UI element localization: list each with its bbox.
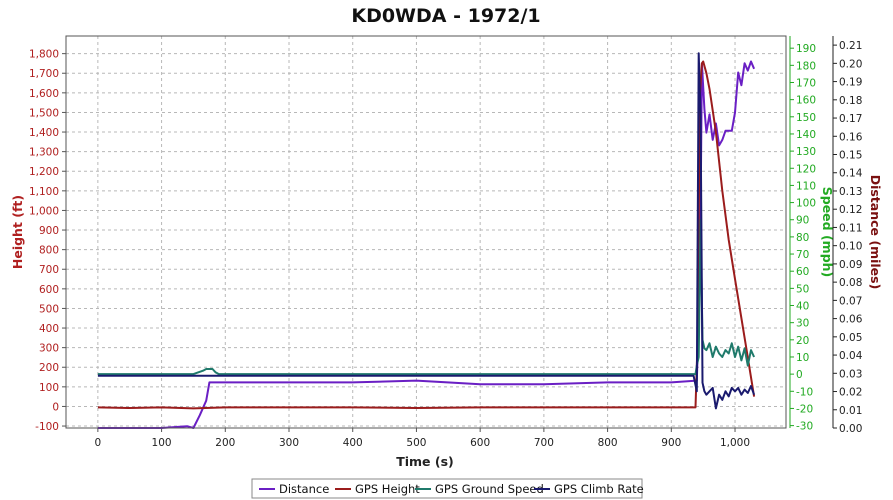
- height-tick-label: 500: [39, 303, 59, 315]
- speed-tick-label: 10: [796, 352, 809, 364]
- x-tick-label: 200: [215, 437, 235, 449]
- legend-label-gps-climb-rate: GPS Climb Rate: [554, 482, 644, 496]
- distance-axis-label: Distance (miles): [868, 175, 883, 290]
- height-tick-label: 1,400: [29, 127, 59, 139]
- speed-tick-label: 130: [796, 146, 816, 158]
- x-tick-label: 800: [598, 437, 618, 449]
- height-tick-label: 1,800: [29, 49, 59, 61]
- speed-tick-label: 120: [796, 163, 816, 175]
- height-tick-label: 700: [39, 264, 59, 276]
- height-tick-label: 1,300: [29, 147, 59, 159]
- x-tick-label: 300: [279, 437, 299, 449]
- height-tick-label: 0: [52, 401, 59, 413]
- speed-tick-label: 180: [796, 60, 816, 72]
- distance-tick-label: 0.18: [839, 95, 862, 107]
- x-axis: 0 100 200 300 400 500 600 700 800 900 1,000: [95, 428, 750, 449]
- distance-tick-label: 0.06: [839, 314, 863, 326]
- speed-tick-label: 160: [796, 95, 816, 107]
- legend-box: [251, 478, 643, 499]
- x-tick-label: 900: [661, 437, 681, 449]
- x-tick-label: 600: [470, 437, 490, 449]
- speed-tick-label: 0: [796, 369, 803, 381]
- height-tick-label: 200: [39, 362, 59, 374]
- distance-tick-label: 0.21: [839, 40, 862, 52]
- speed-tick-label: 150: [796, 112, 816, 124]
- x-tick-label: 0: [95, 437, 102, 449]
- speed-tick-label: 60: [796, 266, 809, 278]
- height-tick-label: 300: [39, 343, 59, 355]
- grid: [66, 36, 786, 428]
- distance-tick-label: 0.10: [839, 241, 862, 253]
- height-tick-label: 100: [39, 382, 59, 394]
- speed-tick-label: 190: [796, 43, 816, 55]
- speed-tick-label: 140: [796, 129, 816, 141]
- distance-tick-label: 0.12: [839, 204, 862, 216]
- speed-axis: -30 -20 -10 0 10 20 30 40 50 60 70 80 90 100 110 120 130…: [790, 43, 816, 433]
- speed-tick-label: 170: [796, 77, 816, 89]
- legend-label-gps-ground-speed: GPS Ground Speed: [435, 482, 544, 496]
- distance-tick-label: 0.17: [839, 113, 862, 125]
- height-tick-label: 900: [39, 225, 59, 237]
- distance-tick-label: 0.05: [839, 332, 862, 344]
- height-axis-label: Height (ft): [10, 195, 25, 269]
- height-tick-label: 1,000: [29, 205, 59, 217]
- series-layer: [97, 52, 756, 429]
- distance-tick-label: 0.07: [839, 295, 862, 307]
- x-tick-label: 700: [534, 437, 554, 449]
- x-tick-label: 100: [152, 437, 172, 449]
- distance-tick-label: 0.20: [839, 58, 862, 70]
- distance-tick-label: 0.01: [839, 405, 862, 417]
- height-tick-label: 1,200: [29, 166, 59, 178]
- height-tick-label: 600: [39, 284, 59, 296]
- distance-tick-label: 0.16: [839, 131, 863, 143]
- height-tick-label: -100: [35, 421, 59, 433]
- chart-title: KD0WDA - 1972/1: [351, 5, 540, 27]
- speed-tick-label: 50: [796, 283, 809, 295]
- distance-tick-label: 0.02: [839, 387, 862, 399]
- speed-tick-label: 90: [796, 215, 809, 227]
- height-tick-label: 1,600: [29, 88, 59, 100]
- height-axis: -100 0 100 200 300 400 500 600 700 800 900 1,000 1,1…: [29, 49, 66, 433]
- x-tick-label: 400: [343, 437, 363, 449]
- legend: Distance GPS Height GPS Ground Speed GPS Cl…: [251, 478, 644, 499]
- height-tick-label: 400: [39, 323, 59, 335]
- plot-area: [66, 36, 786, 428]
- distance-tick-label: 0.08: [839, 277, 862, 289]
- distance-tick-label: 0.09: [839, 259, 862, 271]
- distance-tick-label: 0.19: [839, 77, 862, 89]
- speed-tick-label: 40: [796, 301, 809, 313]
- speed-tick-label: 70: [796, 249, 809, 261]
- distance-tick-label: 0.15: [839, 150, 862, 162]
- distance-tick-label: 0.04: [839, 350, 863, 362]
- x-tick-label: 1,000: [720, 437, 750, 449]
- height-tick-label: 1,500: [29, 107, 59, 119]
- x-axis-label: Time (s): [396, 454, 454, 469]
- series-line-gps-height: [97, 60, 756, 410]
- speed-axis-label: Speed (mph): [820, 187, 835, 278]
- height-tick-label: 1,100: [29, 186, 59, 198]
- speed-tick-label: 30: [796, 318, 809, 330]
- speed-tick-label: -10: [796, 386, 813, 398]
- speed-tick-label: -30: [796, 421, 813, 433]
- distance-tick-label: 0.11: [839, 222, 862, 234]
- distance-tick-label: 0.00: [839, 423, 862, 435]
- legend-label-gps-height: GPS Height: [355, 482, 420, 496]
- distance-tick-label: 0.03: [839, 368, 862, 380]
- height-tick-label: 1,700: [29, 68, 59, 80]
- speed-tick-label: 80: [796, 232, 809, 244]
- distance-axis: 0.00 0.01 0.02 0.03 0.04 0.05 0.06 0.07 0.08 0.09…: [833, 40, 863, 435]
- plot-frame: [65, 35, 787, 429]
- speed-tick-label: 20: [796, 335, 809, 347]
- series-line-gps-climb-rate: [97, 52, 756, 410]
- height-tick-label: 800: [39, 245, 59, 257]
- speed-tick-label: 100: [796, 198, 816, 210]
- speed-tick-label: -20: [796, 403, 813, 415]
- speed-tick-label: 110: [796, 180, 816, 192]
- distance-tick-label: 0.13: [839, 186, 862, 198]
- legend-label-distance: Distance: [279, 482, 329, 496]
- distance-tick-label: 0.14: [839, 168, 863, 180]
- x-tick-label: 500: [406, 437, 426, 449]
